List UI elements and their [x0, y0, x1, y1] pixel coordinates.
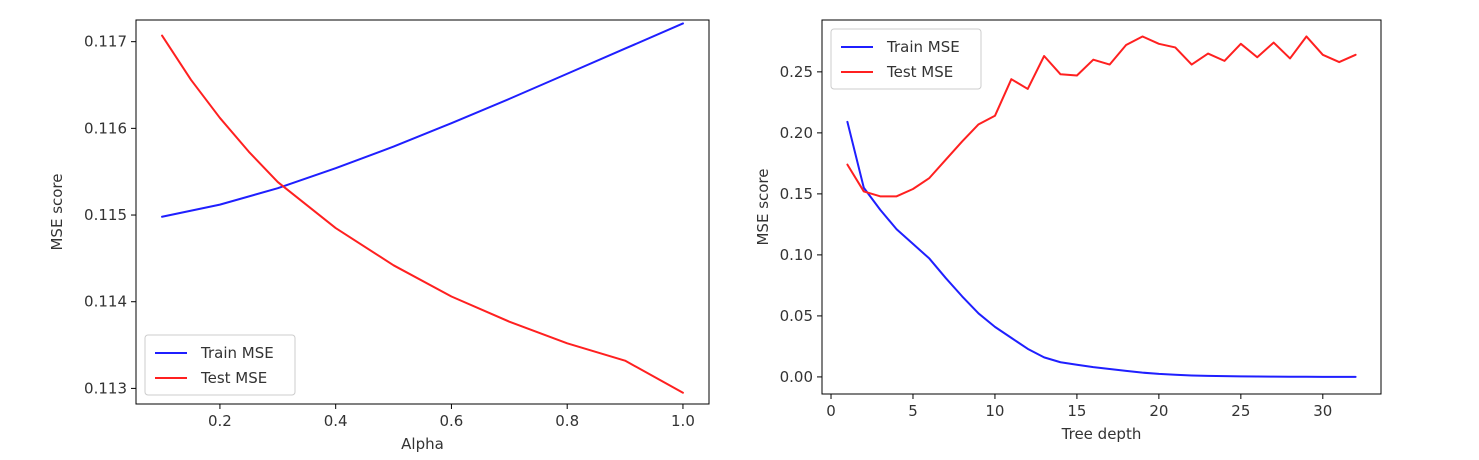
x-axis-label: Tree depth [1061, 425, 1142, 443]
legend-label: Test MSE [886, 63, 953, 81]
chart-2: 0 5 10 15 20 25 30 0.00 0.05 0.10 0.15 0.20 0.25 Tree… [754, 19, 1382, 443]
plot-frame [821, 19, 1382, 395]
x-tick-label: 15 [1067, 402, 1086, 420]
legend-label: Train MSE [886, 38, 960, 56]
chart-1: 0.2 0.4 0.6 0.8 1.0 0.113 0.114 0.115 0.116 0.117… [48, 19, 710, 453]
y-tick-label: 0.115 [84, 206, 127, 224]
y-tick-label: 0.25 [780, 63, 813, 81]
y-axis-label: MSE score [754, 168, 772, 245]
y-tick-label: 0.113 [84, 379, 127, 397]
x-tick-label: 0.6 [440, 412, 464, 430]
series-line-test [846, 35, 1357, 198]
y-tick-label: 0.15 [780, 185, 813, 203]
x-tick-label: 25 [1231, 402, 1250, 420]
x-tick-label: 0.4 [324, 412, 348, 430]
y-axis-label: MSE score [48, 173, 66, 250]
y-tick-label: 0.10 [780, 246, 813, 264]
x-tick-label: 0.2 [208, 412, 232, 430]
y-tick-label: 0.00 [780, 368, 813, 386]
legend: Train MSE Test MSE [144, 334, 296, 396]
x-tick-label: 5 [908, 402, 918, 420]
x-tick-label: 10 [985, 402, 1004, 420]
legend-box [830, 28, 982, 90]
series-line-train [161, 22, 684, 218]
x-tick-label: 0.8 [555, 412, 579, 430]
plot-frame [135, 19, 710, 405]
legend: Train MSE Test MSE [830, 28, 982, 90]
y-tick-label: 0.117 [84, 33, 127, 51]
series-line-train [846, 120, 1357, 378]
x-tick-label: 30 [1313, 402, 1332, 420]
x-tick-label: 0 [826, 402, 836, 420]
legend-box [144, 334, 296, 396]
y-tick-label: 0.116 [84, 119, 127, 137]
y-tick-label: 0.05 [780, 307, 813, 325]
x-tick-label: 1.0 [671, 412, 695, 430]
series-line-test [161, 34, 684, 394]
y-tick-label: 0.20 [780, 124, 813, 142]
y-tick-label: 0.114 [84, 293, 127, 311]
legend-label: Test MSE [200, 369, 267, 387]
x-axis-label: Alpha [401, 435, 444, 453]
legend-label: Train MSE [200, 344, 274, 362]
x-tick-label: 20 [1149, 402, 1168, 420]
